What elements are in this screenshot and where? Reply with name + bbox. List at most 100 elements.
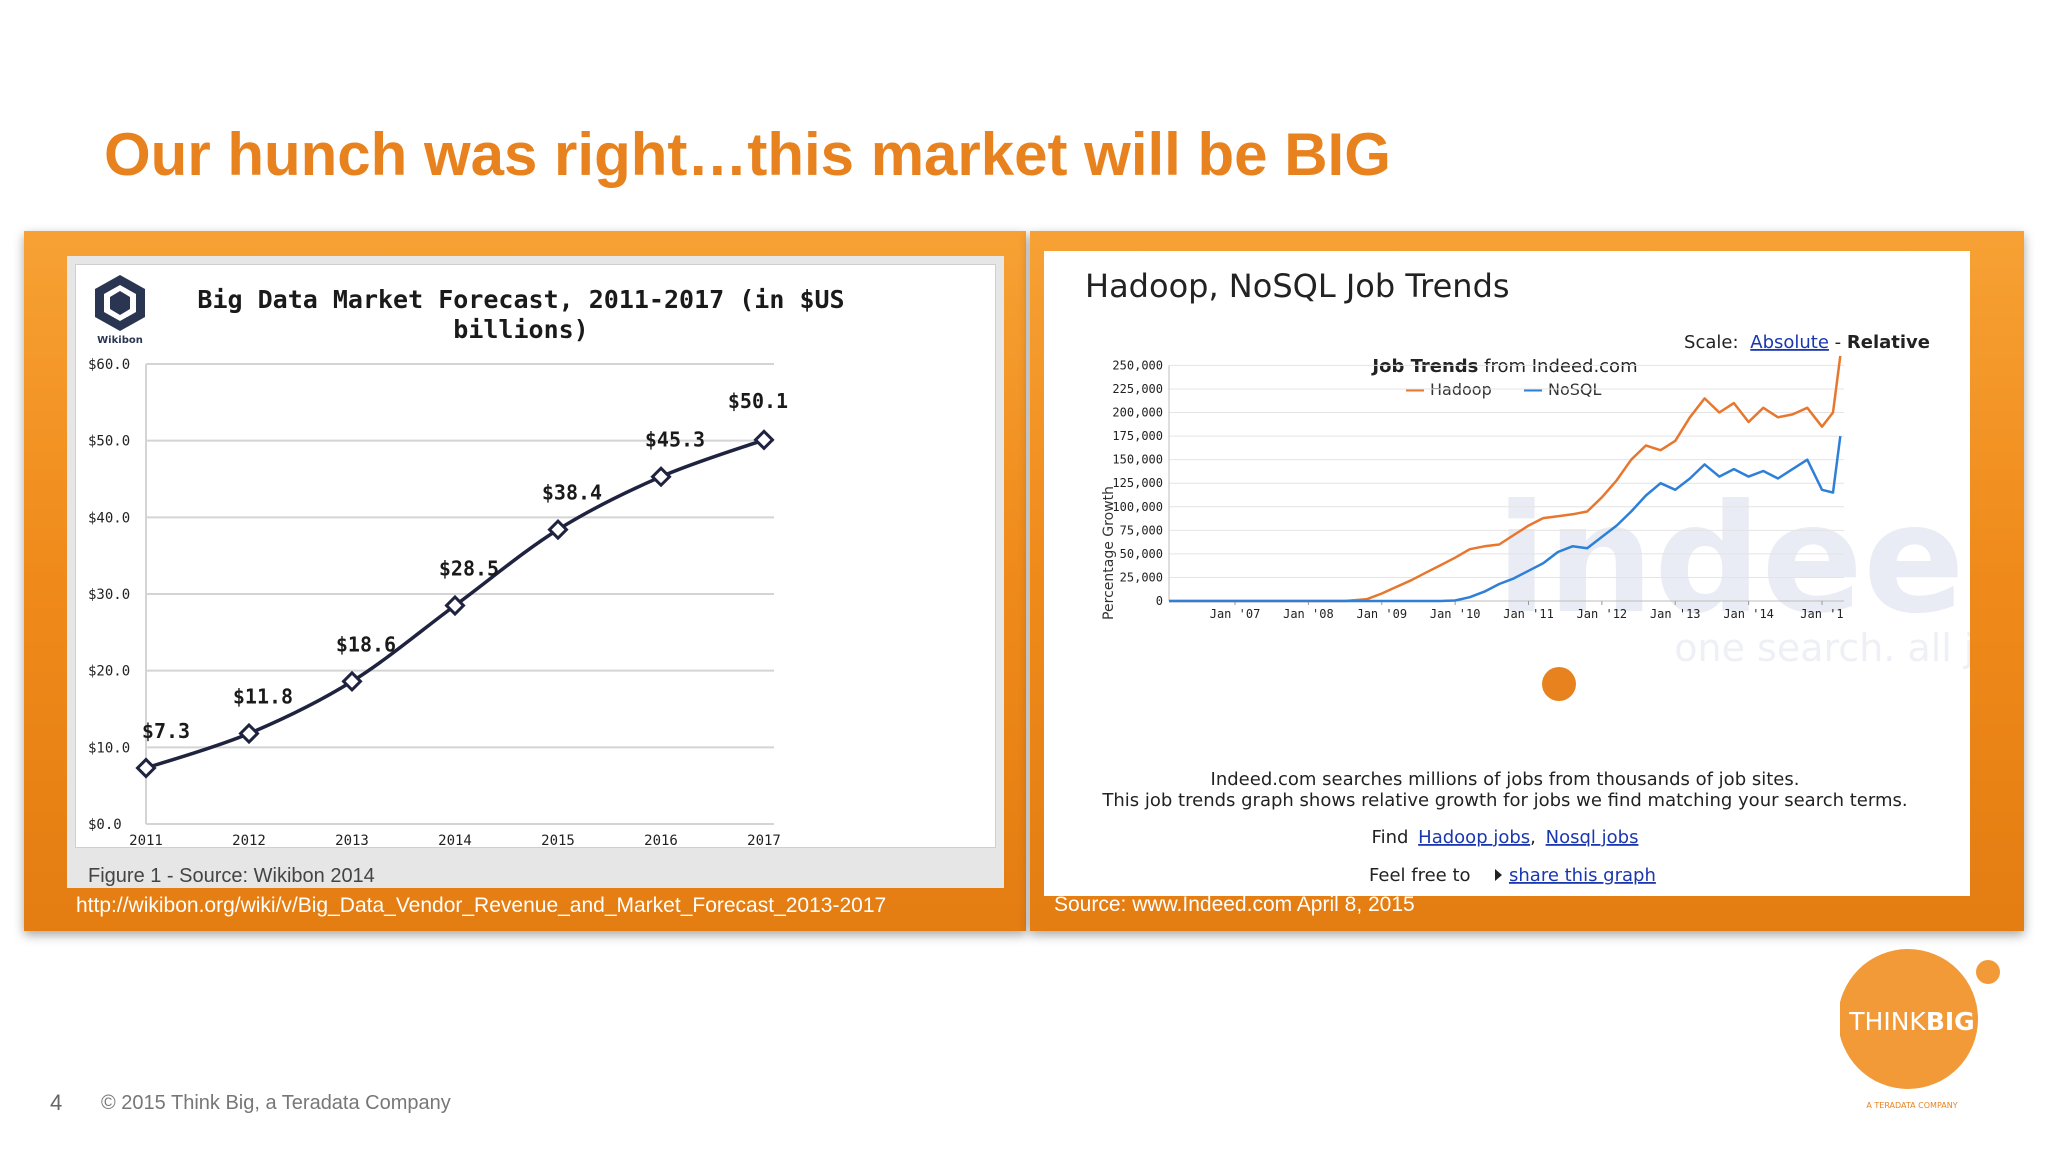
slide-title: Our hunch was right…this market will be …: [104, 121, 1391, 188]
data-point-marker: [135, 757, 157, 779]
x-tick-label: Jan '07: [1210, 607, 1261, 621]
market-forecast-card: Wikibon Big Data Market Forecast, 2011-2…: [67, 256, 1004, 888]
indeed-watermark: indeed: [1496, 473, 1970, 647]
scale-label: Scale:: [1684, 332, 1739, 353]
x-tick-label: 2016: [644, 833, 678, 847]
x-tick-label: Jan '13: [1650, 607, 1701, 621]
series-line-hadoop: [1169, 355, 1842, 603]
trend-lines: [1169, 355, 1842, 603]
copyright: © 2015 Think Big, a Teradata Company: [101, 1092, 451, 1114]
data-label: $38.4: [542, 481, 602, 505]
x-tick-label: 2013: [335, 833, 369, 847]
wikibon-logo: Wikibon: [95, 275, 145, 346]
wikibon-logo-label: Wikibon: [97, 335, 143, 346]
y-tick-label: 250,000: [1112, 358, 1163, 372]
y-tick-label: $40.0: [88, 510, 130, 526]
y-tick-label: $50.0: [88, 434, 130, 450]
chart-title-line-1: Big Data Market Forecast, 2011-2017 (in …: [197, 285, 844, 314]
data-label: $7.3: [142, 719, 190, 743]
data-label: $11.8: [233, 685, 293, 709]
info-line-1: Indeed.com searches millions of jobs fro…: [1211, 769, 1800, 790]
x-tick-label: Jan '08: [1283, 607, 1334, 621]
data-point-marker: [753, 429, 775, 451]
data-labels: $7.3 $11.8 $18.6 $28.5 $38.4 $45.3 $50.1: [142, 389, 788, 743]
y-tick-label: 0: [1156, 594, 1163, 608]
scale-separator: -: [1835, 332, 1847, 353]
figure-caption: Figure 1 - Source: Wikibon 2014: [88, 865, 375, 887]
logo-circle: [1840, 949, 1978, 1089]
y-tick-label: $30.0: [88, 587, 130, 603]
indeed-source: Source: www.Indeed.com April 8, 2015: [1054, 893, 1415, 916]
find-label: Find: [1372, 827, 1409, 848]
y-tick-label: $0.0: [88, 817, 122, 833]
hover-marker[interactable]: [1542, 667, 1576, 701]
arrow-right-icon: [1495, 869, 1502, 881]
y-axis-ticks: 0 25,000 50,000 75,000 100,000 125,000 150,000…: [1112, 358, 1163, 608]
legend-label: NoSQL: [1548, 380, 1602, 399]
logo-dot: [1976, 960, 2000, 984]
x-tick-label: 2017: [747, 833, 781, 847]
y-tick-label: $10.0: [88, 740, 130, 756]
left-chart-panel: Wikibon Big Data Market Forecast, 2011-2…: [24, 231, 1026, 931]
market-forecast-frame: Wikibon Big Data Market Forecast, 2011-2…: [75, 264, 996, 887]
scale-absolute-link[interactable]: Absolute: [1750, 332, 1829, 353]
y-tick-label: 225,000: [1112, 382, 1163, 396]
data-label: $28.5: [439, 557, 499, 581]
y-axis-ticks: $0.0 $10.0 $20.0 $30.0 $40.0 $50.0 $60.0: [88, 357, 130, 833]
y-tick-label: 75,000: [1120, 523, 1163, 537]
data-point-marker: [238, 722, 260, 745]
x-tick-label: Jan '14: [1723, 607, 1774, 621]
svg-text:Scale: Absolute: Scale: Absolute - Relative: [1684, 332, 1930, 353]
market-forecast-chart: Wikibon Big Data Market Forecast, 2011-2…: [88, 275, 845, 849]
right-chart-panel: Hadoop, NoSQL Job Trends Scale: Absolute…: [1030, 231, 2048, 931]
job-trends-card: Hadoop, NoSQL Job Trends Scale: Absolute…: [1044, 251, 2048, 896]
page-number: 4: [50, 1090, 63, 1115]
y-tick-label: $20.0: [88, 664, 130, 680]
series-line-nosql: [1169, 435, 1842, 603]
x-axis-ticks: 2011 2012 2013 2014 2015 2016 2017: [129, 833, 781, 849]
data-point-marker: [547, 518, 569, 541]
scale-relative: Relative: [1847, 332, 1930, 353]
data-point-marker: [444, 594, 466, 617]
think-big-logo: THINKBIG A TERADATA COMPANY: [1840, 949, 2000, 1110]
data-point-marker: [341, 670, 363, 693]
x-tick-label: Jan '11: [1503, 607, 1554, 621]
job-trends-chart: Hadoop, NoSQL Job Trends Scale: Absolute…: [1085, 267, 2048, 886]
x-tick-label: 2015: [541, 833, 575, 847]
x-axis-ticks: Jan '07 Jan '08 Jan '09 Jan '10 Jan '11 Jan '…: [1210, 601, 1844, 621]
data-label: $18.6: [336, 632, 396, 656]
gridlines: [145, 363, 774, 825]
y-axis-label: Percentage Growth: [1101, 486, 1117, 620]
gridlines: [1168, 364, 1844, 602]
x-tick-label: Jan '09: [1356, 607, 1407, 621]
data-label: $50.1: [728, 389, 788, 413]
scale-toggle: Scale: Absolute - Relative: [1684, 332, 1930, 353]
logo-text-big: BIG: [1926, 1007, 1975, 1036]
link-separator: ,: [1530, 827, 1536, 848]
chart-title: Hadoop, NoSQL Job Trends: [1085, 267, 1510, 305]
y-tick-label: 100,000: [1112, 500, 1163, 514]
y-tick-label: 125,000: [1112, 476, 1163, 490]
chart-title: Big Data Market Forecast, 2011-2017 (in …: [197, 285, 844, 344]
y-tick-label: 50,000: [1120, 547, 1163, 561]
data-point-marker: [650, 466, 672, 488]
x-tick-label: Jan '1: [1800, 607, 1843, 621]
logo-text-think: THINK: [1848, 1007, 1926, 1036]
logo-tagline: A TERADATA COMPANY: [1866, 1101, 1957, 1110]
find-jobs-line: Find Hadoop jobs, Nosql jobs: [1372, 827, 1639, 848]
x-tick-label: Jan '12: [1577, 607, 1628, 621]
share-graph-link[interactable]: share this graph: [1509, 865, 1656, 886]
data-points: [135, 429, 775, 779]
x-tick-label: 2014: [438, 833, 472, 847]
chart-title-line-2: billions): [453, 315, 588, 344]
x-tick-label: 2011: [129, 833, 163, 847]
y-tick-label: 175,000: [1112, 429, 1163, 443]
wikibon-source-link[interactable]: http://wikibon.org/wiki/v/Big_Data_Vendo…: [76, 894, 887, 917]
chart-subtitle: Job Trends from Indeed.com: [1370, 356, 1637, 377]
nosql-jobs-link[interactable]: Nosql jobs: [1546, 827, 1639, 848]
y-tick-label: 25,000: [1120, 570, 1163, 584]
hadoop-jobs-link[interactable]: Hadoop jobs: [1418, 827, 1530, 848]
legend: Hadoop NoSQL: [1406, 380, 1602, 399]
indeed-watermark-tagline: one search. all jobs.: [1674, 626, 1970, 670]
svg-text:THINKBIG: THINKBIG: [1848, 1007, 1974, 1036]
